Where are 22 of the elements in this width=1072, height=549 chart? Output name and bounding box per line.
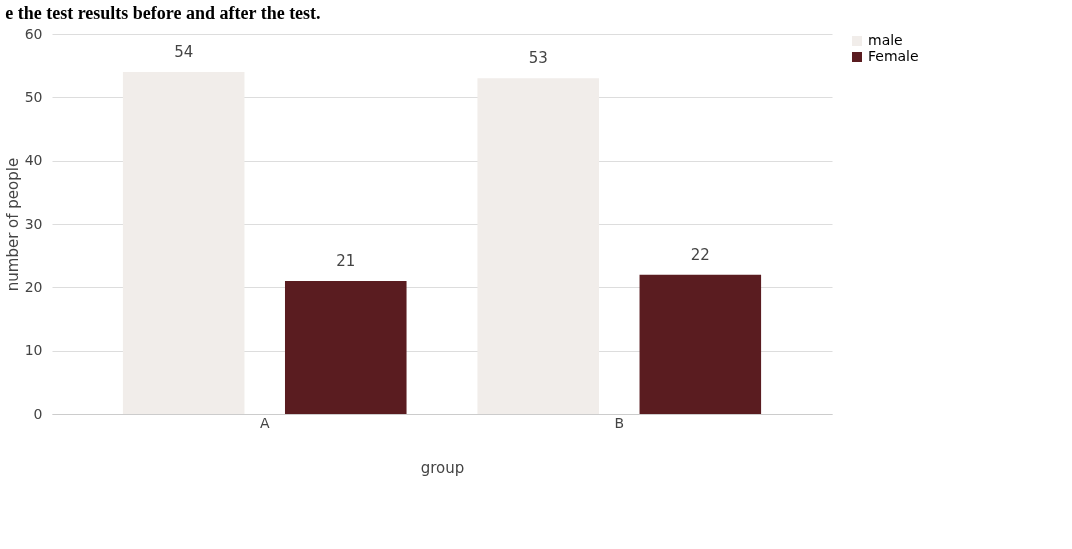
y-tick-label: 0: [33, 405, 43, 422]
x-tick-label: A: [259, 414, 270, 431]
y-tick-label: 60: [24, 25, 43, 42]
chart-title: e the test results before and after the test.: [5, 3, 321, 23]
y-tick-label: 40: [24, 152, 43, 169]
bar: [284, 281, 407, 414]
legend-label: male: [868, 32, 903, 48]
data-label: 54: [174, 43, 194, 61]
legend-label: Female: [868, 48, 919, 64]
y-tick-label: 20: [24, 278, 43, 295]
bar: [639, 274, 762, 414]
data-label: 53: [528, 49, 548, 68]
bar: [477, 78, 600, 414]
x-tick-label: B: [614, 414, 625, 431]
data-label: 21: [336, 252, 356, 270]
y-tick-label: 50: [24, 88, 43, 105]
x-axis-title: group: [420, 458, 465, 477]
y-axis-title: number of people: [3, 157, 22, 292]
y-tick-label: 30: [24, 215, 43, 232]
bar: [122, 72, 245, 414]
data-label: 22: [690, 245, 710, 264]
y-tick-label: 10: [24, 342, 43, 359]
